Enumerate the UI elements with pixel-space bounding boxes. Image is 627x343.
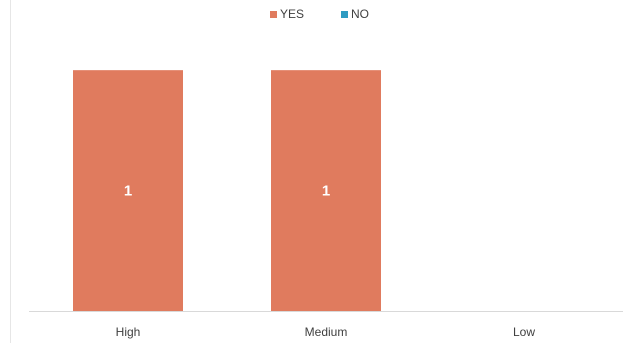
data-label-high: 1 — [124, 183, 132, 200]
legend-swatch-no — [341, 10, 348, 18]
left-border — [10, 0, 11, 343]
legend: YES NO — [0, 7, 627, 23]
x-tick-label-medium: Medium — [305, 325, 348, 339]
legend-swatch-yes — [270, 10, 277, 18]
legend-item-yes: YES — [270, 7, 304, 21]
x-tick-label-high: High — [116, 325, 141, 339]
legend-item-no: NO — [341, 7, 369, 21]
data-label-medium: 1 — [322, 183, 330, 200]
legend-label-yes: YES — [280, 7, 305, 21]
bar-yes-high — [73, 70, 183, 312]
legend-label-no: NO — [351, 7, 369, 21]
x-tick-label-low: Low — [513, 325, 535, 339]
bar-yes-medium — [271, 70, 381, 312]
